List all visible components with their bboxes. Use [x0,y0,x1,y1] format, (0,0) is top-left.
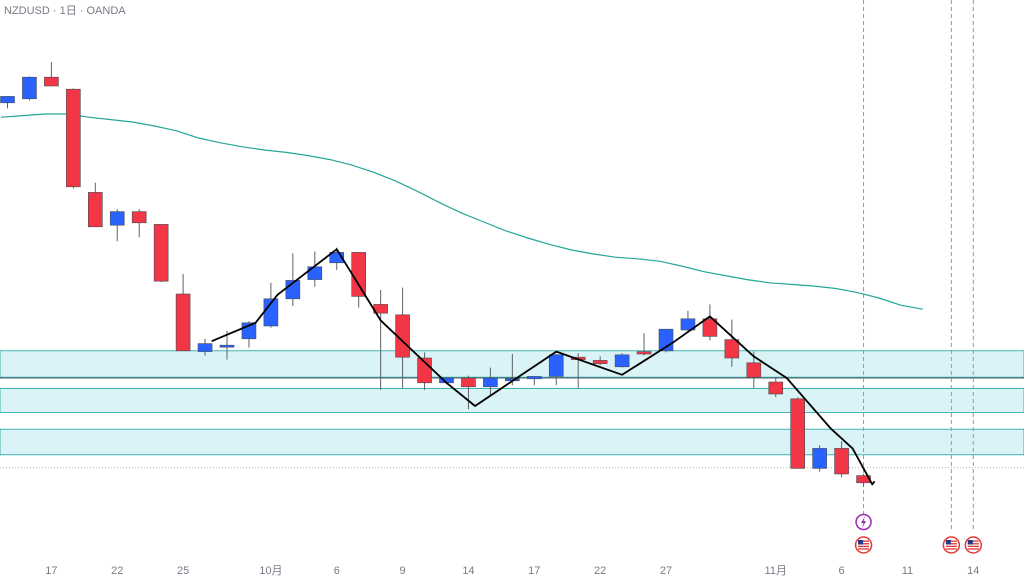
moving-average-series [0,113,923,310]
candle[interactable] [702,304,718,341]
x-tick-label: 27 [660,565,672,577]
candle[interactable] [658,328,674,353]
candle[interactable] [131,209,147,238]
candle-body [66,88,81,188]
candles-series [0,62,871,487]
price-zone-2[interactable] [0,387,1024,413]
candle[interactable] [395,287,410,389]
candle-body [88,192,103,228]
candle-body [592,360,608,364]
candle[interactable] [746,351,762,389]
x-tick-label: 11月 [765,565,787,577]
candle-body [175,293,191,352]
candle-body [483,377,498,388]
x-tick-label: 22 [594,565,606,577]
x-tick-label: 14 [462,565,474,577]
candle[interactable] [175,274,191,352]
candle[interactable] [461,375,476,410]
candle-body [812,448,827,469]
candle-body [351,252,367,297]
candle-body [680,318,696,331]
candle[interactable] [614,353,630,368]
candle[interactable] [66,88,81,189]
candle-body [44,76,59,87]
candle-body [834,448,849,475]
x-tick-label: 11 [902,565,913,577]
x-tick-label: 9 [400,565,406,577]
candle-body [702,318,718,337]
candle[interactable] [22,76,37,101]
candle-body [219,344,235,348]
candle-body [109,211,125,226]
x-tick-label: 25 [177,565,189,577]
us-flag-icon[interactable] [942,536,961,554]
x-tick-label: 14 [967,565,979,577]
event-markers [854,513,983,554]
candle[interactable] [153,224,169,282]
candle[interactable] [526,376,542,386]
symbol-header: NZDUSD · 1日 · OANDA [4,5,126,17]
candle[interactable] [44,62,59,87]
candle-body [790,398,806,469]
candle[interactable] [548,354,564,386]
candle-body [197,343,213,352]
x-tick-label: 17 [45,565,57,577]
candle-body [768,381,784,395]
candle[interactable] [483,367,498,397]
candle[interactable] [768,377,784,398]
candle-body [526,376,542,380]
candle[interactable] [307,251,323,287]
candle[interactable] [790,397,806,469]
x-tick-label: 17 [528,565,540,577]
candle-body [307,266,323,280]
candle-body [856,475,871,484]
us-flag-icon[interactable] [854,536,873,554]
candle[interactable] [636,333,652,356]
candle[interactable] [812,445,827,472]
lightning-icon[interactable] [855,513,872,531]
swing-line-series [211,248,876,486]
candle[interactable] [680,310,696,333]
candle[interactable] [592,356,608,366]
candle-body [724,339,740,359]
candle-body [22,76,37,100]
moving-average-line [0,113,923,310]
candle-body [153,224,169,282]
event-vertical-lines [863,0,974,530]
us-flag-icon[interactable] [964,536,983,554]
candle[interactable] [263,282,279,328]
candle-body [395,314,410,358]
x-axis: 17 22 25 10月 6 9 14 17 22 27 11月 6 11 14 [45,565,979,577]
candle-body [131,211,147,224]
swing-line[interactable] [211,248,876,486]
candle-body [614,354,630,368]
candle[interactable] [0,96,15,109]
candle[interactable] [856,474,871,487]
x-tick-label: 6 [334,565,340,577]
x-tick-label: 10月 [259,565,282,577]
price-zone-3[interactable] [0,428,1024,456]
candle[interactable] [834,441,849,478]
candle[interactable] [109,209,125,242]
candle[interactable] [88,182,103,228]
candle[interactable] [197,338,213,356]
candle[interactable] [724,319,740,367]
candle-body [548,354,564,377]
candle-body [329,252,345,264]
x-tick-label: 6 [839,565,845,577]
candle-body [746,362,762,378]
candle-body [636,351,652,355]
candle[interactable] [351,252,367,308]
candle-body [461,377,476,388]
x-tick-label: 22 [111,565,123,577]
candle-body [0,96,15,104]
candle[interactable] [329,247,345,270]
